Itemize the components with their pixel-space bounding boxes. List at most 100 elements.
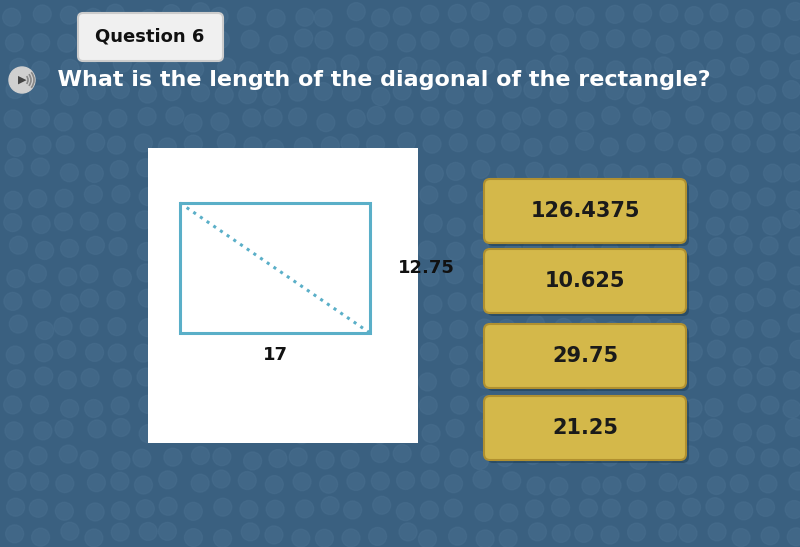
Circle shape bbox=[214, 421, 232, 439]
Circle shape bbox=[85, 399, 102, 417]
Circle shape bbox=[421, 5, 438, 24]
Circle shape bbox=[214, 160, 232, 178]
Circle shape bbox=[240, 501, 258, 519]
Circle shape bbox=[605, 418, 623, 436]
Circle shape bbox=[710, 4, 728, 22]
Circle shape bbox=[162, 61, 181, 79]
Circle shape bbox=[160, 321, 178, 339]
Circle shape bbox=[679, 525, 697, 542]
Circle shape bbox=[214, 217, 232, 234]
Circle shape bbox=[289, 83, 306, 101]
Circle shape bbox=[61, 522, 79, 540]
Circle shape bbox=[420, 186, 438, 204]
Circle shape bbox=[630, 451, 647, 469]
Circle shape bbox=[138, 108, 156, 125]
Circle shape bbox=[289, 108, 306, 126]
Circle shape bbox=[783, 449, 800, 467]
Circle shape bbox=[685, 7, 703, 25]
Circle shape bbox=[9, 67, 35, 93]
Circle shape bbox=[191, 84, 210, 102]
Circle shape bbox=[578, 84, 595, 102]
FancyBboxPatch shape bbox=[487, 252, 689, 316]
Circle shape bbox=[735, 9, 754, 27]
Circle shape bbox=[784, 134, 800, 152]
Circle shape bbox=[576, 240, 594, 258]
Circle shape bbox=[138, 242, 155, 260]
Circle shape bbox=[265, 191, 283, 210]
Circle shape bbox=[29, 264, 46, 282]
Circle shape bbox=[498, 420, 516, 438]
Circle shape bbox=[158, 471, 177, 489]
Circle shape bbox=[7, 270, 25, 288]
Circle shape bbox=[601, 242, 619, 260]
Circle shape bbox=[238, 217, 256, 235]
Circle shape bbox=[111, 472, 129, 490]
Circle shape bbox=[394, 217, 413, 235]
Circle shape bbox=[444, 499, 462, 517]
Circle shape bbox=[31, 61, 50, 79]
Circle shape bbox=[342, 83, 360, 101]
Circle shape bbox=[601, 526, 619, 544]
Circle shape bbox=[165, 187, 183, 205]
Circle shape bbox=[187, 217, 205, 235]
Circle shape bbox=[652, 111, 670, 129]
Circle shape bbox=[294, 29, 313, 47]
Circle shape bbox=[58, 34, 76, 52]
Circle shape bbox=[785, 501, 800, 519]
Circle shape bbox=[477, 370, 495, 388]
Circle shape bbox=[530, 422, 548, 440]
Circle shape bbox=[86, 165, 103, 183]
Circle shape bbox=[474, 216, 492, 234]
Circle shape bbox=[658, 345, 675, 363]
Circle shape bbox=[61, 399, 78, 417]
Circle shape bbox=[239, 190, 258, 208]
Circle shape bbox=[526, 216, 545, 234]
Circle shape bbox=[707, 159, 726, 177]
Circle shape bbox=[656, 36, 674, 53]
Circle shape bbox=[266, 475, 283, 493]
Circle shape bbox=[630, 238, 649, 256]
Circle shape bbox=[270, 62, 287, 80]
Circle shape bbox=[162, 289, 179, 307]
Circle shape bbox=[710, 296, 728, 314]
Circle shape bbox=[730, 475, 748, 493]
Circle shape bbox=[789, 472, 800, 490]
Circle shape bbox=[289, 448, 307, 466]
Circle shape bbox=[108, 318, 126, 336]
Circle shape bbox=[80, 451, 98, 469]
Circle shape bbox=[371, 9, 390, 27]
Circle shape bbox=[186, 345, 204, 363]
Circle shape bbox=[294, 159, 311, 177]
Circle shape bbox=[708, 523, 726, 541]
Circle shape bbox=[347, 109, 366, 127]
Circle shape bbox=[214, 529, 231, 547]
Circle shape bbox=[500, 295, 518, 313]
Circle shape bbox=[498, 59, 516, 77]
Circle shape bbox=[602, 187, 620, 205]
Circle shape bbox=[134, 134, 153, 152]
Circle shape bbox=[132, 62, 150, 80]
Circle shape bbox=[498, 28, 516, 46]
Circle shape bbox=[191, 474, 209, 492]
Circle shape bbox=[5, 451, 23, 469]
Circle shape bbox=[606, 61, 625, 79]
Circle shape bbox=[366, 373, 384, 391]
Circle shape bbox=[524, 138, 542, 156]
Circle shape bbox=[757, 135, 775, 153]
Circle shape bbox=[265, 526, 283, 544]
Circle shape bbox=[265, 394, 283, 412]
Circle shape bbox=[294, 393, 313, 411]
Text: 126.4375: 126.4375 bbox=[530, 201, 640, 221]
Circle shape bbox=[372, 347, 390, 365]
Circle shape bbox=[576, 268, 594, 286]
Circle shape bbox=[552, 525, 570, 543]
Circle shape bbox=[761, 449, 779, 467]
Circle shape bbox=[164, 448, 182, 466]
Circle shape bbox=[475, 503, 493, 521]
Circle shape bbox=[373, 211, 390, 229]
Circle shape bbox=[421, 83, 438, 101]
Circle shape bbox=[369, 527, 386, 545]
Circle shape bbox=[450, 321, 468, 339]
Circle shape bbox=[554, 269, 571, 287]
Circle shape bbox=[54, 317, 72, 335]
